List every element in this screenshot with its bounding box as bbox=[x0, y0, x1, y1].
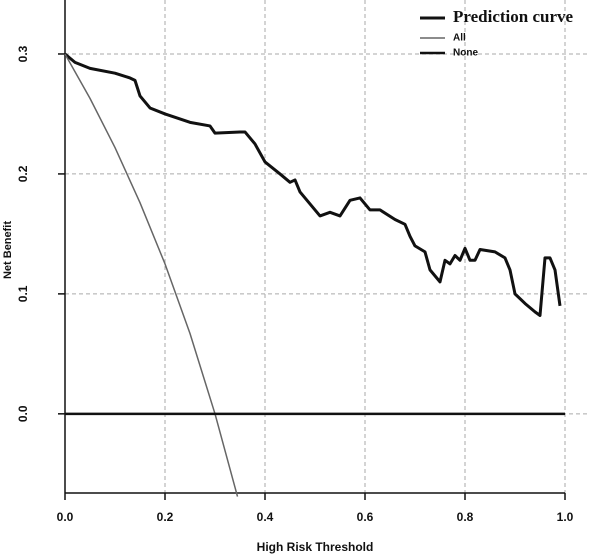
y-tick-label: 0.3 bbox=[16, 45, 30, 62]
series-line bbox=[64, 53, 239, 497]
x-tick-label: 0.0 bbox=[57, 510, 74, 524]
legend-label: All bbox=[453, 33, 466, 44]
y-axis-label: Net Benefit bbox=[2, 221, 14, 279]
y-tick-label: 0.1 bbox=[16, 285, 30, 302]
y-tick-label: 0.2 bbox=[16, 165, 30, 182]
legend-label: None bbox=[453, 48, 478, 59]
x-tick-label: 1.0 bbox=[557, 510, 574, 524]
x-tick-label: 0.2 bbox=[157, 510, 174, 524]
x-tick-label: 0.6 bbox=[357, 510, 374, 524]
x-tick-label: 0.8 bbox=[457, 510, 474, 524]
x-axis-label: High Risk Threshold bbox=[257, 540, 374, 554]
y-tick-label: 0.0 bbox=[16, 405, 30, 422]
legend-label: Prediction curve bbox=[453, 7, 574, 26]
series-line bbox=[64, 52, 562, 317]
x-tick-label: 0.4 bbox=[257, 510, 274, 524]
